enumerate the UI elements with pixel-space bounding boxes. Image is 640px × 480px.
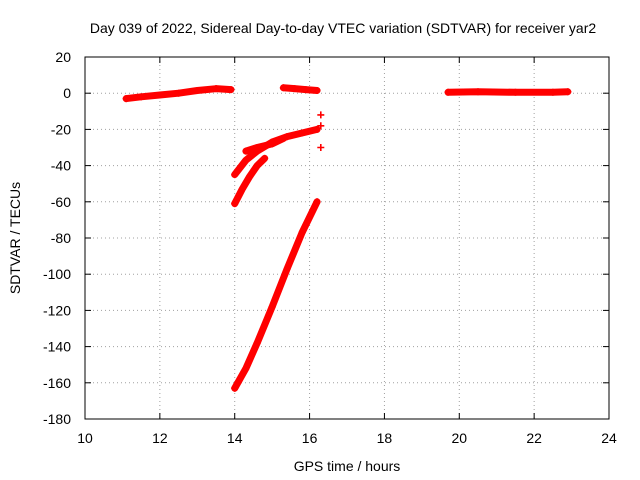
- x-tick-label: 20: [451, 430, 467, 446]
- data-point: [283, 265, 291, 273]
- data-point: [231, 200, 239, 208]
- chart-title: Day 039 of 2022, Sidereal Day-to-day VTE…: [90, 20, 596, 36]
- series-segment-3: [444, 88, 572, 96]
- axis-ticks: 10 12 14 16 18 20 22 24 20 0 -20 -40 -60 -80 -100 -120 -…: [43, 49, 617, 446]
- data-point: [313, 198, 321, 206]
- y-tick-label: -40: [51, 158, 71, 174]
- series-segment-6: [231, 154, 269, 208]
- data-point: [253, 144, 261, 151]
- data-point: [279, 84, 287, 92]
- data-point: [302, 86, 310, 94]
- data-point: [564, 88, 572, 96]
- data-point: [227, 86, 235, 94]
- data-point: [253, 162, 261, 170]
- series-line: [242, 134, 287, 155]
- data-point: [549, 88, 557, 96]
- y-tick-label: -60: [51, 194, 71, 210]
- data-point: [193, 86, 201, 94]
- data-point: [156, 91, 164, 99]
- data-point: [175, 89, 183, 97]
- data-point: [268, 303, 276, 311]
- y-tick-label: -80: [51, 230, 71, 246]
- data-point: [268, 140, 276, 148]
- grid: [85, 57, 609, 419]
- y-tick-label: 20: [55, 49, 71, 65]
- x-tick-label: 14: [227, 430, 243, 446]
- series-line: [279, 84, 321, 94]
- data-point: [317, 122, 325, 130]
- series-segment-1: [122, 85, 235, 103]
- y-tick-label: 0: [63, 85, 71, 101]
- data-point: [313, 125, 321, 133]
- x-axis-label: GPS time / hours: [294, 458, 401, 474]
- data-point: [313, 86, 321, 94]
- series-segment-2: [279, 84, 321, 94]
- y-tick-label: -20: [51, 121, 71, 137]
- data-point: [511, 88, 519, 96]
- data-point: [242, 364, 250, 372]
- data-point: [279, 134, 287, 142]
- x-tick-label: 18: [377, 430, 393, 446]
- series-segment-7: [231, 198, 321, 392]
- data-points: [122, 84, 572, 392]
- data-point: [317, 144, 325, 151]
- y-tick-label: -180: [43, 411, 71, 427]
- data-point: [291, 85, 299, 93]
- data-point: [231, 171, 239, 179]
- series-segment-8: [317, 111, 325, 151]
- data-point: [242, 147, 250, 155]
- data-point: [137, 93, 145, 101]
- plot-frame: [84, 56, 610, 420]
- series-line: [231, 198, 321, 392]
- data-point: [474, 88, 482, 96]
- data-point: [298, 229, 306, 237]
- data-point: [242, 156, 250, 164]
- x-tick-label: 22: [526, 430, 542, 446]
- x-tick-label: 16: [302, 430, 318, 446]
- data-point: [298, 129, 306, 137]
- y-tick-label: -140: [43, 339, 71, 355]
- data-point: [261, 154, 269, 162]
- data-point: [444, 88, 452, 96]
- x-tick-label: 10: [77, 430, 93, 446]
- x-tick-label: 24: [601, 430, 617, 446]
- y-axis-label: SDTVAR / TECUs: [7, 182, 23, 294]
- y-tick-label: -100: [43, 266, 71, 282]
- data-point: [231, 384, 239, 392]
- data-point: [317, 111, 325, 119]
- data-point: [253, 339, 261, 347]
- data-point: [212, 85, 220, 93]
- data-point: [246, 172, 254, 180]
- x-tick-label: 12: [152, 430, 168, 446]
- y-tick-label: -160: [43, 375, 71, 391]
- series-segment-5: [242, 134, 287, 155]
- data-point: [122, 95, 130, 103]
- data-point: [238, 185, 246, 193]
- y-tick-label: -120: [43, 302, 71, 318]
